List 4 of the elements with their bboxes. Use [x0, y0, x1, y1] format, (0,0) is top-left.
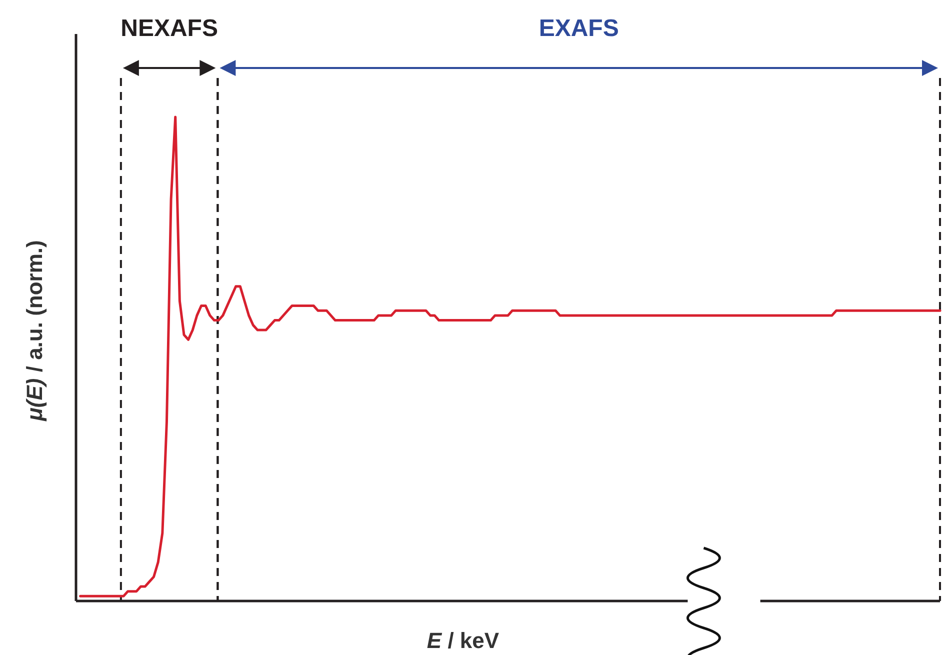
x-axis-title: E / keV — [426, 628, 500, 653]
text: NEXAFS — [120, 15, 218, 42]
text: EXAFS — [538, 15, 619, 42]
y-axis-title: μ(E) / a.u. (norm.) — [22, 240, 47, 422]
